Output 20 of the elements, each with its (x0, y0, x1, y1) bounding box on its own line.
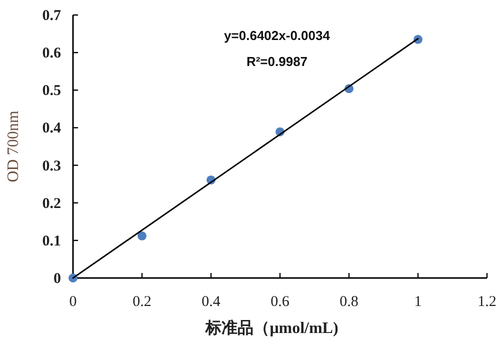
x-tick-label: 0 (69, 294, 77, 310)
y-tick-label: 0.3 (42, 158, 61, 174)
x-tick-label: 0.2 (132, 294, 152, 310)
y-tick-label: 0.5 (42, 83, 61, 100)
x-tick-label: 1.2 (478, 294, 496, 310)
y-tick-label: 0.1 (42, 233, 61, 250)
y-tick-label: 0.2 (42, 196, 61, 212)
x-tick-label: 0.8 (340, 294, 358, 310)
x-axis-title: 标准品（μmol/mL) (204, 319, 338, 337)
point (138, 231, 146, 240)
x-tick-label: 0.4 (202, 294, 221, 310)
x-tick-label: 0.6 (270, 294, 290, 310)
y-axis-title: OD 700nm (5, 110, 22, 182)
y-tick-label: 0 (54, 271, 61, 287)
x-tick-label: 1 (414, 294, 422, 310)
annotation: y=0.6402x-0.0034 (224, 28, 331, 43)
y-tick-label: 0.4 (42, 120, 62, 137)
y-tick-label: 0.6 (42, 46, 62, 62)
annotation: R²=0.9987 (246, 54, 308, 69)
y-tick-label: 0.7 (42, 8, 62, 24)
